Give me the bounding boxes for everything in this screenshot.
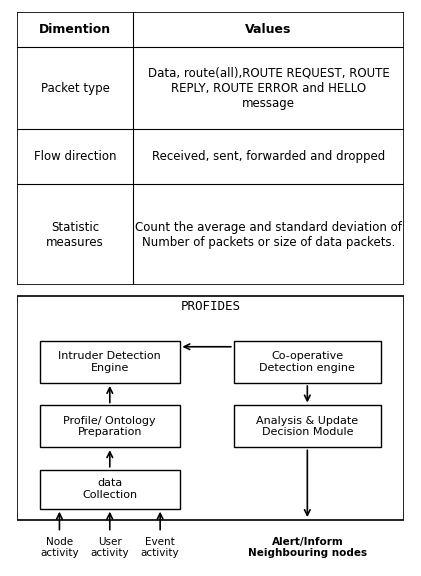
Text: Profile/ Ontology
Preparation: Profile/ Ontology Preparation (64, 415, 156, 437)
Bar (40, 406, 179, 448)
Text: Analysis & Update
Decision Module: Analysis & Update Decision Module (256, 415, 358, 437)
Text: Packet type: Packet type (40, 82, 109, 94)
Text: Event
activity: Event activity (141, 537, 179, 558)
Bar (234, 406, 381, 448)
Bar (234, 341, 381, 383)
Text: Node
activity: Node activity (40, 537, 79, 558)
Bar (17, 297, 404, 520)
Text: Alert/Inform
Neighbouring nodes: Alert/Inform Neighbouring nodes (248, 537, 367, 558)
Text: Flow direction: Flow direction (34, 150, 116, 163)
Bar (40, 341, 179, 383)
Text: PROFIDES: PROFIDES (181, 300, 240, 313)
Text: Received, sent, forwarded and dropped: Received, sent, forwarded and dropped (152, 150, 385, 163)
Text: Co-operative
Detection engine: Co-operative Detection engine (259, 351, 355, 373)
Text: Dimention: Dimention (39, 23, 111, 36)
Text: Statistic
measures: Statistic measures (46, 221, 104, 248)
Text: data
Collection: data Collection (82, 479, 137, 500)
Text: Count the average and standard deviation of
Number of packets or size of data pa: Count the average and standard deviation… (135, 221, 402, 248)
Text: Intruder Detection
Engine: Intruder Detection Engine (59, 351, 161, 373)
Text: Data, route(all),ROUTE REQUEST, ROUTE
REPLY, ROUTE ERROR and HELLO
message: Data, route(all),ROUTE REQUEST, ROUTE RE… (148, 67, 389, 109)
Text: Values: Values (245, 23, 292, 36)
Bar (40, 469, 179, 509)
Text: User
activity: User activity (91, 537, 129, 558)
